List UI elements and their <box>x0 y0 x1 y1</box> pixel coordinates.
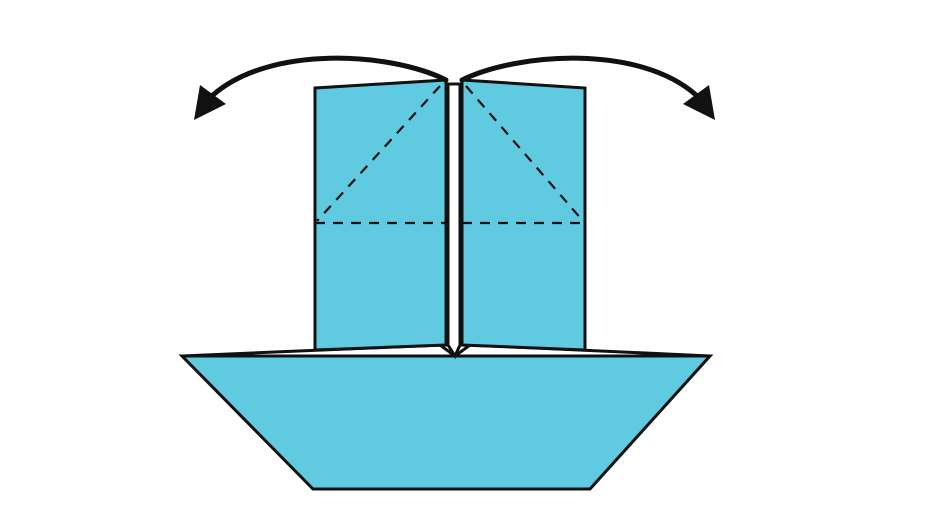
curved-arrow-left <box>210 55 449 98</box>
boat-hull <box>178 354 714 491</box>
hull-top-strip <box>181 343 711 358</box>
curved-arrow-right <box>459 55 699 98</box>
arrow-head-left-icon <box>194 85 226 120</box>
left-flap <box>313 78 448 352</box>
arrow-head-right-icon <box>683 85 715 120</box>
right-flap <box>460 78 587 352</box>
fold-line-diagonal-left <box>316 85 441 222</box>
center-gap <box>446 82 462 360</box>
fold-line-diagonal-right <box>465 85 584 222</box>
